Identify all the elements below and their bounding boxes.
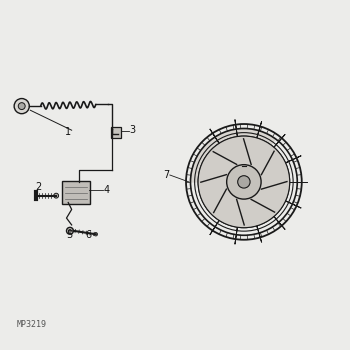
Polygon shape [274,134,285,147]
Circle shape [198,136,290,228]
Polygon shape [235,119,237,136]
Polygon shape [190,128,275,182]
Polygon shape [286,201,301,208]
Polygon shape [257,226,262,242]
Circle shape [94,232,98,236]
Text: 6: 6 [85,230,92,240]
FancyBboxPatch shape [111,127,121,138]
Text: 1: 1 [65,127,71,138]
Polygon shape [210,220,219,235]
Polygon shape [210,129,219,144]
Text: 7: 7 [164,170,170,180]
Text: 2: 2 [35,182,42,192]
Circle shape [54,193,58,198]
Circle shape [18,103,25,110]
Text: 3: 3 [129,125,135,135]
Text: MP3219: MP3219 [16,320,47,329]
Polygon shape [274,217,285,230]
Polygon shape [257,121,262,138]
Circle shape [238,176,250,188]
Circle shape [14,99,29,114]
Circle shape [227,164,261,199]
Text: 5: 5 [66,230,73,240]
Polygon shape [235,227,237,244]
Circle shape [66,228,74,234]
Text: 4: 4 [103,185,110,195]
FancyBboxPatch shape [62,181,90,204]
Polygon shape [286,156,301,163]
